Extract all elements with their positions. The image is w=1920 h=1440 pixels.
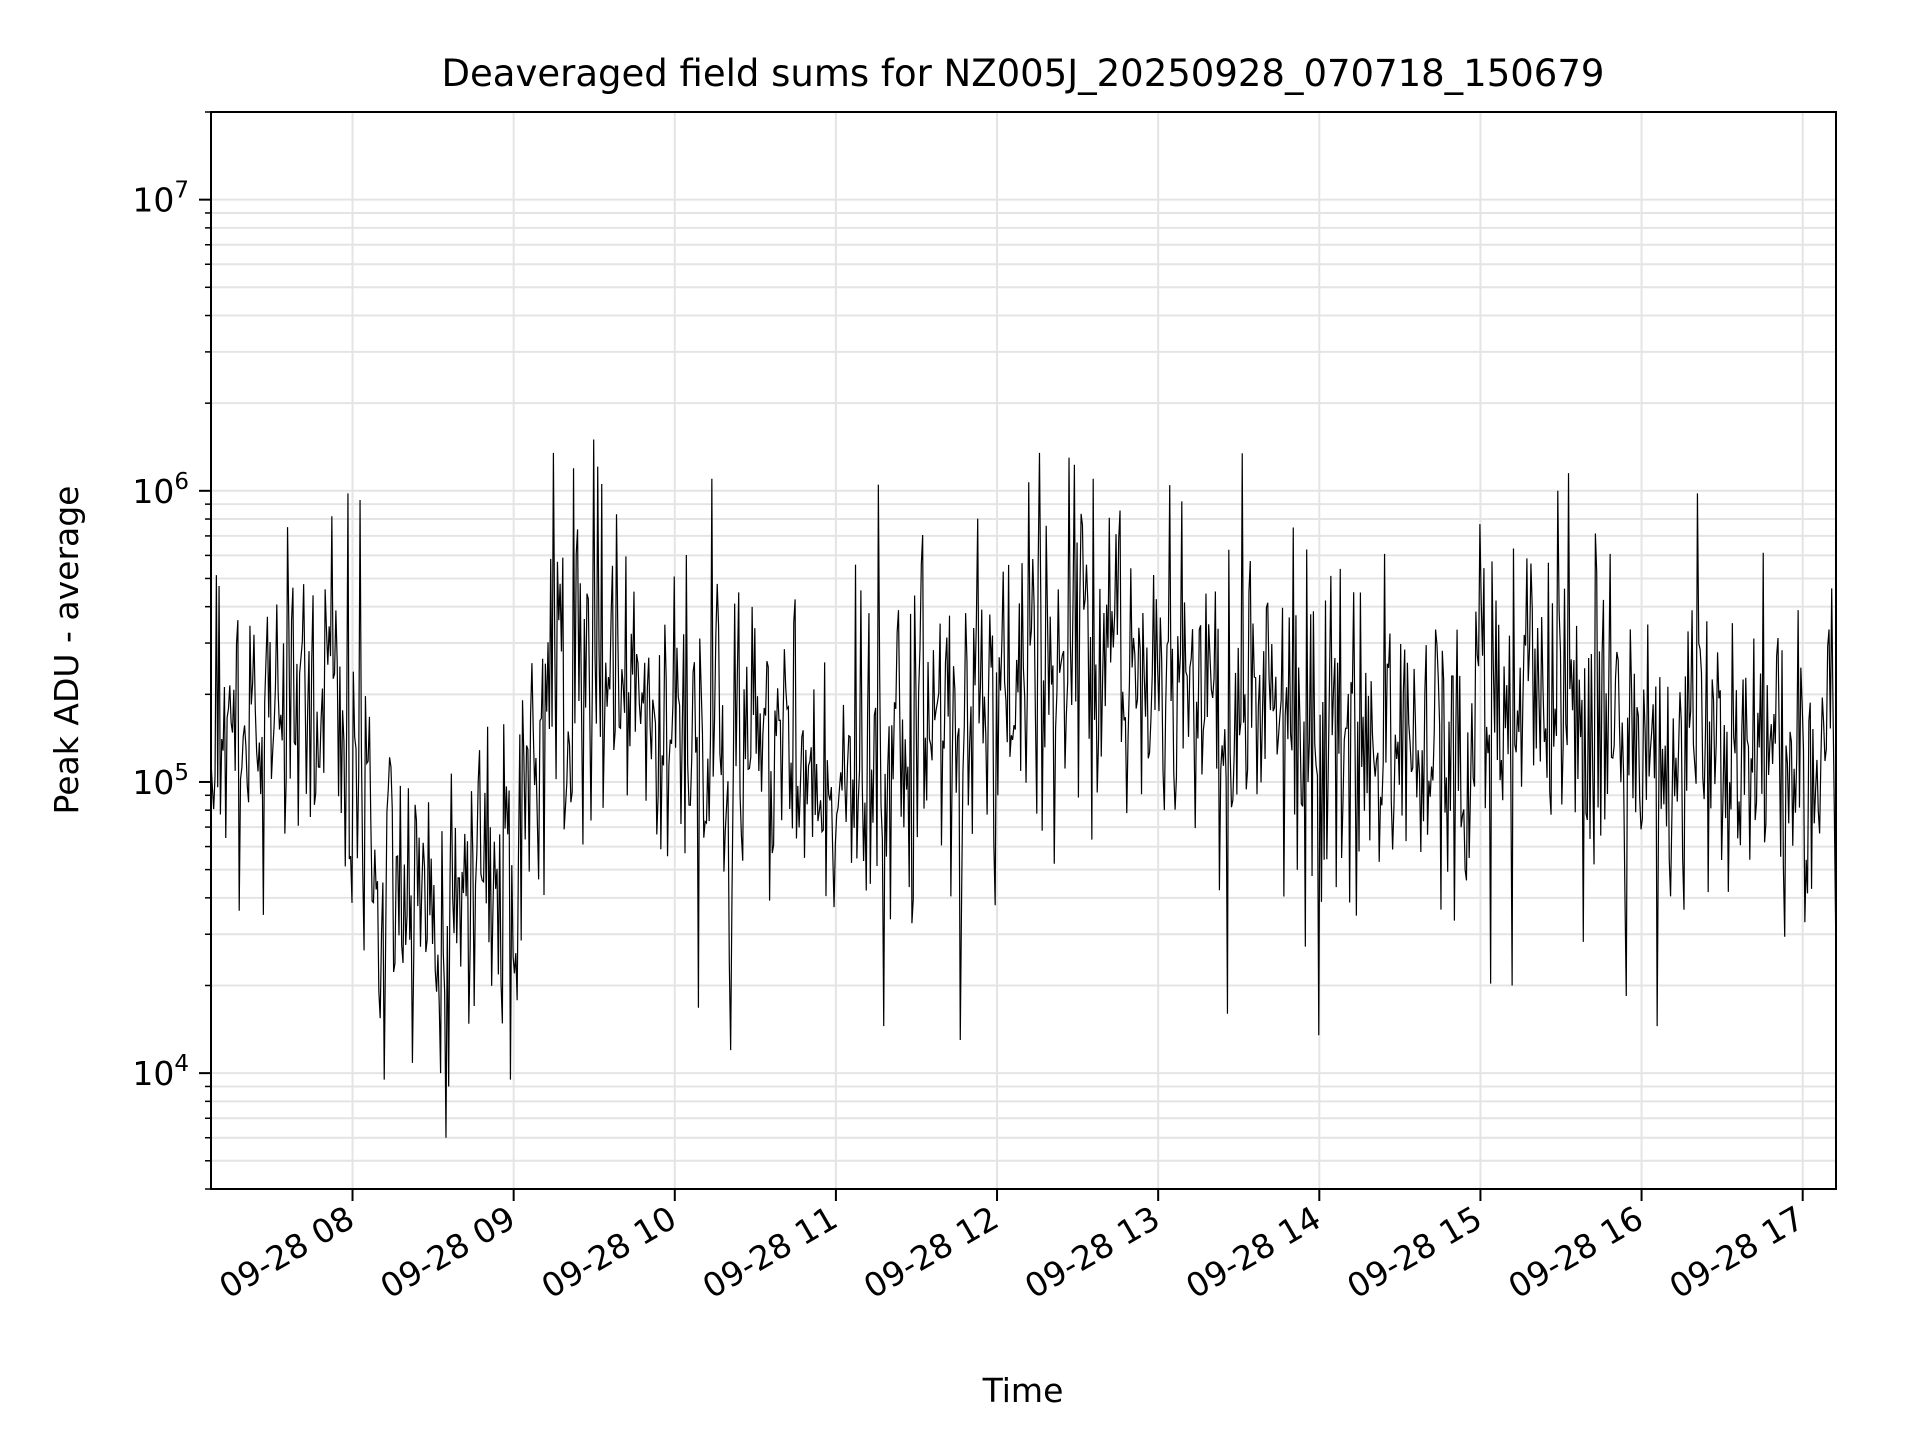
y-tick-label: 106 [132, 469, 189, 511]
y-tick-label: 107 [132, 178, 189, 220]
y-axis-label: Peak ADU - average [47, 486, 86, 815]
series-layer [210, 439, 1837, 1138]
y-tick-label: 104 [132, 1051, 189, 1093]
y-axis: 104 105 106 107 [132, 111, 211, 1190]
series-line [210, 439, 1837, 1138]
chart-title: Deaveraged field sums for NZ005J_2025092… [442, 52, 1605, 95]
x-axis-label: Time [982, 1371, 1064, 1410]
plot-frame [210, 111, 1837, 1190]
y-tick-label: 105 [132, 760, 189, 802]
